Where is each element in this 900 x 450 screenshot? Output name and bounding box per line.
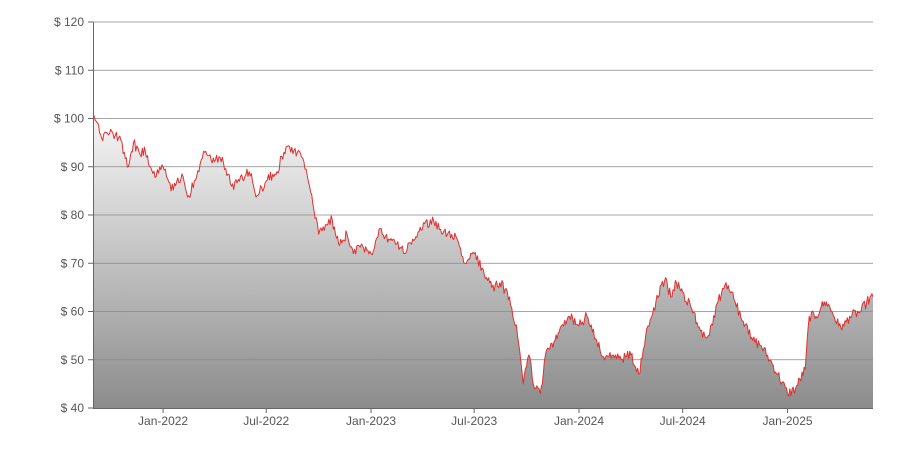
x-tick-label: Jan-2024 [554,414,604,428]
y-axis-ticks: $ 40 $ 50 $ 60 $ 70 $ 80 $ 90 $ 100 $ 110 $ 120 [54,15,93,415]
y-tick-label: $ 60 [61,305,85,319]
x-tick-label: Jan-2023 [346,414,396,428]
y-tick-label: $ 80 [61,208,85,222]
y-tick-label: $ 120 [54,15,84,29]
line-layer [93,115,873,398]
grid-layer [93,21,873,361]
x-tick-label: Jul-2023 [451,414,497,428]
price-area-fill [93,115,873,408]
y-tick-label: $ 70 [61,256,85,270]
x-tick-label: Jul-2024 [660,414,706,428]
y-tick-label: $ 110 [55,63,84,77]
area-layer [93,115,873,408]
y-tick-label: $ 100 [54,112,84,126]
y-tick-label: $ 50 [61,353,85,367]
x-tick-label: Jan-2022 [138,414,188,428]
x-axis-ticks: Jan-2022 Jul-2022 Jan-2023 Jul-2023 Jan-2024… [138,408,813,428]
price-line [93,115,873,398]
x-tick-label: Jul-2022 [243,414,289,428]
x-tick-label: Jan-2025 [763,414,813,428]
y-tick-label: $ 90 [61,160,85,174]
y-tick-label: $ 40 [61,401,85,415]
axis-layer [93,22,873,409]
